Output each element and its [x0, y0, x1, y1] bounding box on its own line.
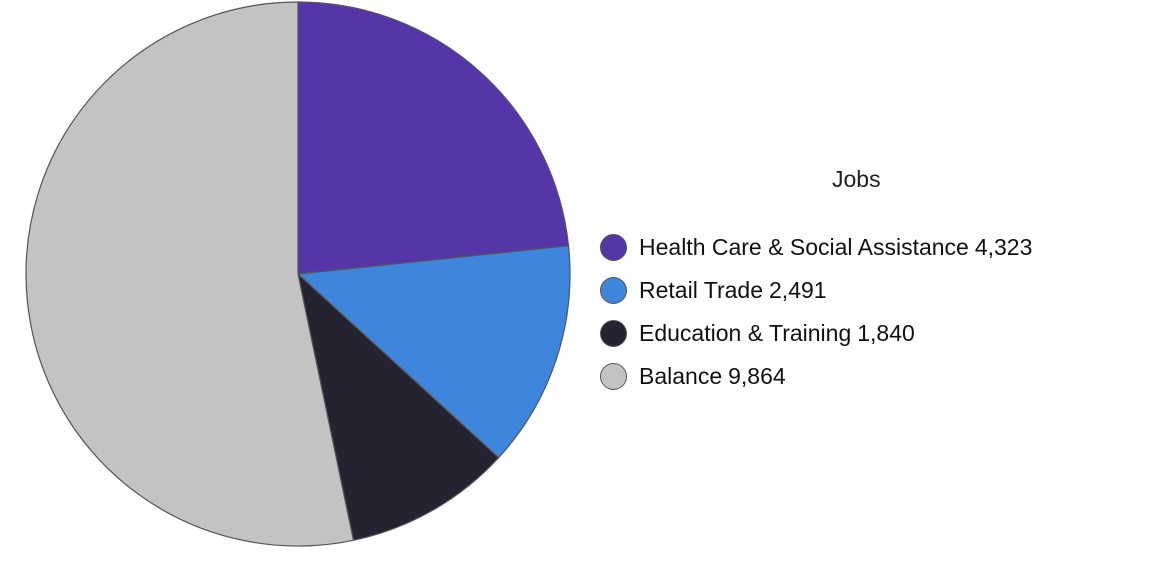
legend-item-balance: Balance 9,864: [600, 355, 1032, 398]
legend-value: 4,323: [974, 234, 1033, 260]
legend-label: Retail Trade: [639, 277, 764, 303]
legend-item-education-and-training: Education & Training 1,840: [600, 312, 1032, 355]
legend-title: Jobs: [832, 166, 881, 192]
legend-value: 2,491: [769, 277, 827, 303]
legend-swatch: [600, 320, 627, 347]
legend-item-health-care-and-social-assistance: Health Care & Social Assistance 4,323: [600, 226, 1032, 269]
legend-list: Health Care & Social Assistance 4,323 Reta…: [600, 226, 1032, 398]
legend-value: 9,864: [728, 363, 786, 389]
legend-label: Education & Training: [639, 320, 852, 346]
legend-value: 1,840: [857, 320, 915, 346]
pie-slice-retail-trade: [297, 245, 571, 459]
pie-plot-area: [25, 1, 571, 547]
legend-label: Health Care & Social Assistance: [639, 234, 969, 260]
legend-swatch: [600, 277, 627, 304]
pie-slice-health-care-and-social-assistance: [297, 1, 570, 275]
legend-swatch: [600, 234, 627, 261]
legend-label: Balance: [639, 363, 723, 389]
legend-item-retail-trade: Retail Trade 2,491: [600, 269, 1032, 312]
pie-slices: [25, 1, 571, 547]
pie-slice-balance: [25, 1, 355, 547]
legend-swatch: [600, 363, 627, 390]
pie-slice-education-and-training: [297, 273, 500, 541]
